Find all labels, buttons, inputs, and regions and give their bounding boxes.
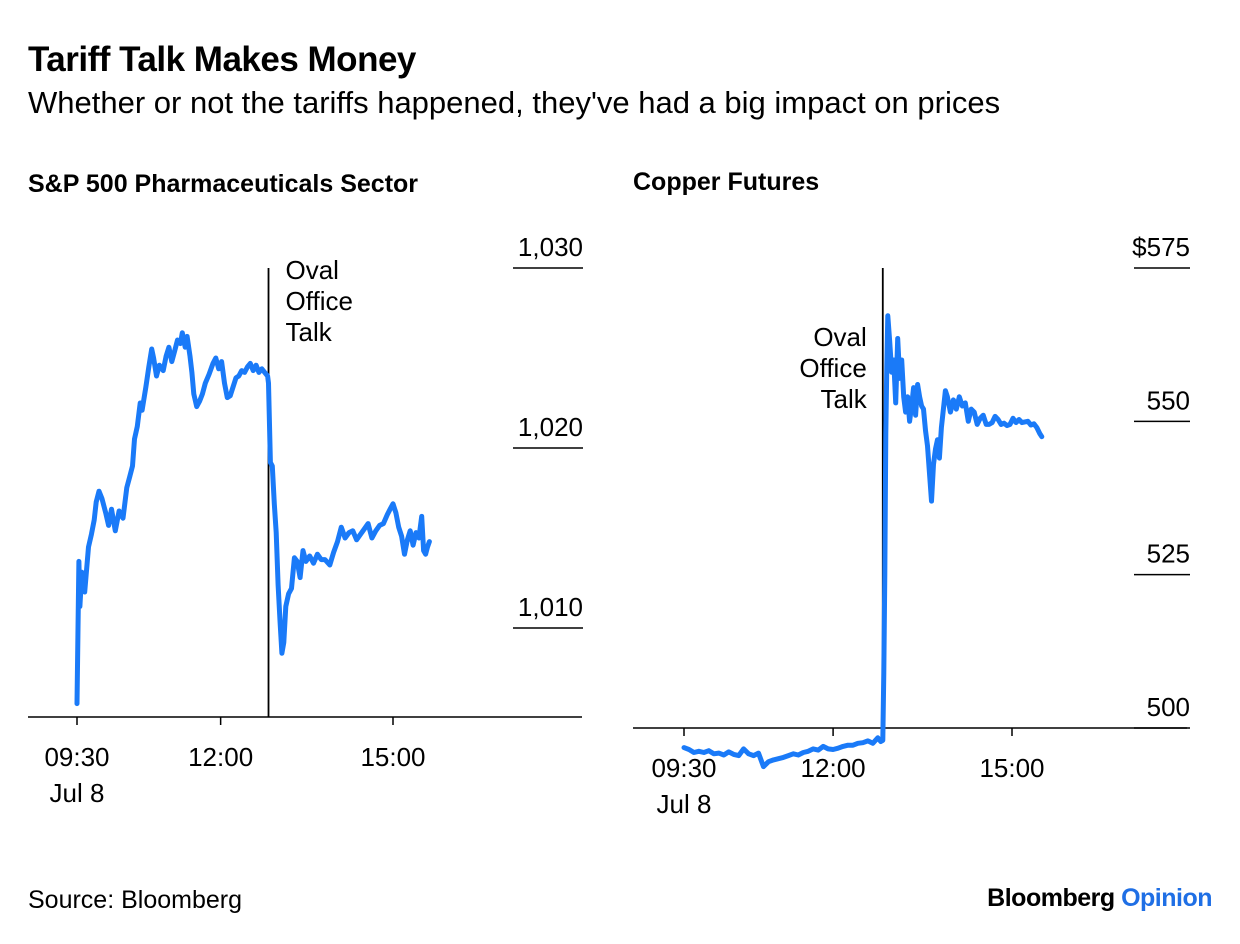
annotation-label: Talk <box>821 384 868 414</box>
pharma-chart: 1,030 1,020 1,010 09:30 Jul 8 12:00 15:00 OvalO… <box>28 232 583 808</box>
x-tick-label: 12:00 <box>188 742 253 772</box>
x-tick-label: 09:30 <box>44 742 109 772</box>
y-tick-label: 1,020 <box>518 412 583 442</box>
x-tick-label: 15:00 <box>360 742 425 772</box>
copper-panel-title: Copper Futures <box>633 168 820 196</box>
y-tick-label: $575 <box>1132 232 1190 262</box>
x-tick-label: 15:00 <box>979 753 1044 783</box>
chart-subtitle: Whether or not the tariffs happened, the… <box>28 85 1001 120</box>
brand-logo: Bloomberg Opinion <box>987 884 1212 913</box>
source-note: Source: Bloomberg <box>28 886 243 914</box>
y-tick-label: 550 <box>1147 385 1190 415</box>
chart-title: Tariff Talk Makes Money <box>28 40 416 79</box>
brand-section: Opinion <box>1121 884 1212 912</box>
annotation-label: Office <box>286 286 353 316</box>
annotation-label: Talk <box>286 317 333 347</box>
annotation-label: Office <box>799 353 866 383</box>
copper-chart: $575 550 525 500 09:30 Jul 8 12:00 15:00 OvalOff… <box>633 232 1190 819</box>
x-tick-sublabel: Jul 8 <box>50 778 105 808</box>
annotation-label: Oval <box>813 322 866 352</box>
y-tick-label: 1,030 <box>518 232 583 262</box>
x-tick-sublabel: Jul 8 <box>657 789 712 819</box>
pharma-panel-title: S&P 500 Pharmaceuticals Sector <box>28 170 419 198</box>
x-tick-label: 09:30 <box>651 753 716 783</box>
y-tick-label: 525 <box>1147 539 1190 569</box>
annotation-label: Oval <box>286 255 339 285</box>
x-tick-label: 12:00 <box>801 753 866 783</box>
y-tick-label: 500 <box>1147 692 1190 722</box>
brand-name: Bloomberg <box>987 884 1115 912</box>
data-line <box>681 313 1045 770</box>
y-tick-label: 1,010 <box>518 592 583 622</box>
data-line <box>74 330 432 707</box>
